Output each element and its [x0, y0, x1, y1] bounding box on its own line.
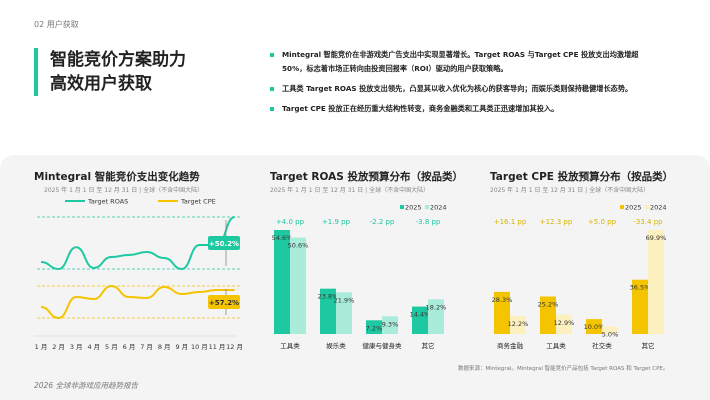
x-tick-label: 9 月 — [175, 343, 188, 351]
bar-value-label: 28.3% — [492, 296, 513, 304]
charts-panel — [0, 155, 710, 400]
bar-value-label: 14.4% — [410, 311, 431, 319]
x-tick-label: 3 月 — [70, 343, 83, 351]
bullet-item: Mintegral 智能竞价在非游戏类广告支出中实现显著增长。Target RO… — [268, 48, 658, 76]
legend-label: Target ROAS — [87, 198, 128, 206]
delta-label: +1.9 pp — [322, 218, 351, 226]
bar-2025 — [274, 230, 290, 334]
report-footer: 2026 全球非游戏应用趋势报告 — [34, 381, 138, 390]
delta-label: -33.4 pp — [633, 218, 663, 226]
x-tick-label: 7 月 — [140, 343, 153, 351]
category-label: 其它 — [422, 341, 435, 350]
bar-2025 — [412, 306, 428, 334]
bar-value-label: 21.9% — [334, 296, 355, 304]
legend-swatch — [400, 205, 404, 209]
bar-2025 — [366, 320, 382, 334]
section-label: 02 用户获取 — [34, 20, 79, 29]
x-tick-label: 5 月 — [105, 343, 118, 351]
key-findings: Mintegral 智能竞价在非游戏类广告支出中实现显著增长。Target RO… — [268, 48, 658, 122]
series-line-1 — [40, 284, 235, 320]
bar-2024 — [382, 316, 398, 334]
bar-value-label: 25.2% — [538, 301, 559, 309]
bar-value-label: 18.2% — [426, 303, 447, 311]
x-tick-label: 12 月 — [226, 343, 243, 351]
bar-value-label: 36.5% — [630, 284, 651, 292]
bar-2025 — [540, 296, 556, 334]
category-label: 工具类 — [280, 341, 300, 350]
line-chart-subtitle: 2025 年 1 月 1 日 至 12 月 31 日 | 全球（不含中国大陆） — [44, 187, 204, 194]
bullet-item: Target CPE 投放正在经历重大结构性转变，商务金融类和工具类正迅速增加其… — [268, 102, 658, 116]
growth-badge — [208, 236, 240, 250]
bar-value-label: 7.2% — [366, 324, 383, 332]
roas-chart-title: Target ROAS 投放预算分布（按品类） — [270, 171, 463, 183]
category-label: 商务金融 — [497, 341, 524, 350]
category-label: 娱乐类 — [326, 341, 346, 350]
bar-value-label: 50.6% — [288, 242, 309, 250]
bar-2024 — [428, 299, 444, 334]
legend-label: 2025 — [625, 204, 642, 212]
bar-value-label: 5.0% — [602, 331, 619, 339]
legend-swatch — [645, 205, 649, 209]
delta-label: +4.0 pp — [276, 218, 305, 226]
bar-2024 — [290, 237, 306, 334]
title-line-2: 高效用户获取 — [50, 74, 152, 94]
category-label: 其它 — [642, 341, 655, 350]
delta-label: +16.1 pp — [494, 218, 527, 226]
bar-value-label: 54.6% — [272, 234, 293, 242]
growth-label: +50.2% — [209, 240, 239, 248]
cpe-chart-subtitle: 2025 年 1 月 1 日 至 12 月 31 日 | 全球（不含中国大陆） — [490, 187, 650, 194]
delta-label: +5.0 pp — [588, 218, 617, 226]
bar-value-label: 23.8% — [318, 293, 339, 301]
line-chart-title: Mintegral 智能竞价支出变化趋势 — [34, 171, 200, 183]
series-line-0 — [40, 216, 235, 271]
category-label: 社交类 — [592, 341, 612, 350]
bar-2025 — [586, 319, 602, 334]
bar-2025 — [320, 288, 336, 334]
legend-label: 2025 — [405, 204, 422, 212]
bar-value-label: 9.3% — [382, 320, 399, 328]
x-tick-label: 8 月 — [158, 343, 171, 351]
category-label: 健康与健身类 — [363, 341, 403, 350]
bar-2024 — [556, 314, 572, 334]
x-tick-label: 4 月 — [87, 343, 100, 351]
bar-value-label: 12.2% — [508, 320, 529, 328]
bar-2024 — [336, 292, 352, 334]
bar-value-label: 69.9% — [646, 234, 667, 242]
legend-swatch — [620, 205, 624, 209]
bar-2024 — [648, 230, 664, 334]
bar-value-label: 10.0% — [584, 323, 605, 331]
x-tick-label: 1 月 — [35, 343, 48, 351]
bar-2025 — [494, 291, 510, 334]
data-source: 数据来源：Mintegral。Mintegral 智能竞价产品包括 Target… — [458, 366, 669, 372]
delta-label: +12.3 pp — [540, 218, 573, 226]
bar-2024 — [602, 326, 618, 334]
legend-swatch — [425, 205, 429, 209]
x-tick-label: 6 月 — [123, 343, 136, 351]
delta-label: -2.2 pp — [370, 218, 395, 226]
bar-value-label: 12.9% — [554, 319, 575, 327]
delta-label: -3.8 pp — [416, 218, 441, 226]
roas-chart-subtitle: 2025 年 1 月 1 日 至 12 月 31 日 | 全球（不含中国大陆） — [270, 187, 430, 194]
category-label: 工具类 — [546, 341, 566, 350]
page-title: 智能竞价方案助力 高效用户获取 — [34, 48, 186, 96]
x-tick-label: 2 月 — [52, 343, 65, 351]
x-tick-label: 10 月 — [191, 343, 208, 351]
growth-badge — [208, 295, 240, 309]
legend-label: 2024 — [650, 204, 667, 212]
bar-2024 — [510, 315, 526, 334]
legend-label: Target CPE — [180, 198, 216, 206]
legend-label: 2024 — [430, 204, 447, 212]
bullet-item: 工具类 Target ROAS 投放支出领先，凸显其以收入优化为核心的获客导向；… — [268, 82, 658, 96]
x-tick-label: 11 月 — [209, 343, 226, 351]
bar-2025 — [632, 279, 648, 334]
growth-label: +57.2% — [209, 299, 239, 307]
cpe-chart-title: Target CPE 投放预算分布（按品类） — [490, 171, 674, 183]
title-line-1: 智能竞价方案助力 — [50, 50, 186, 70]
